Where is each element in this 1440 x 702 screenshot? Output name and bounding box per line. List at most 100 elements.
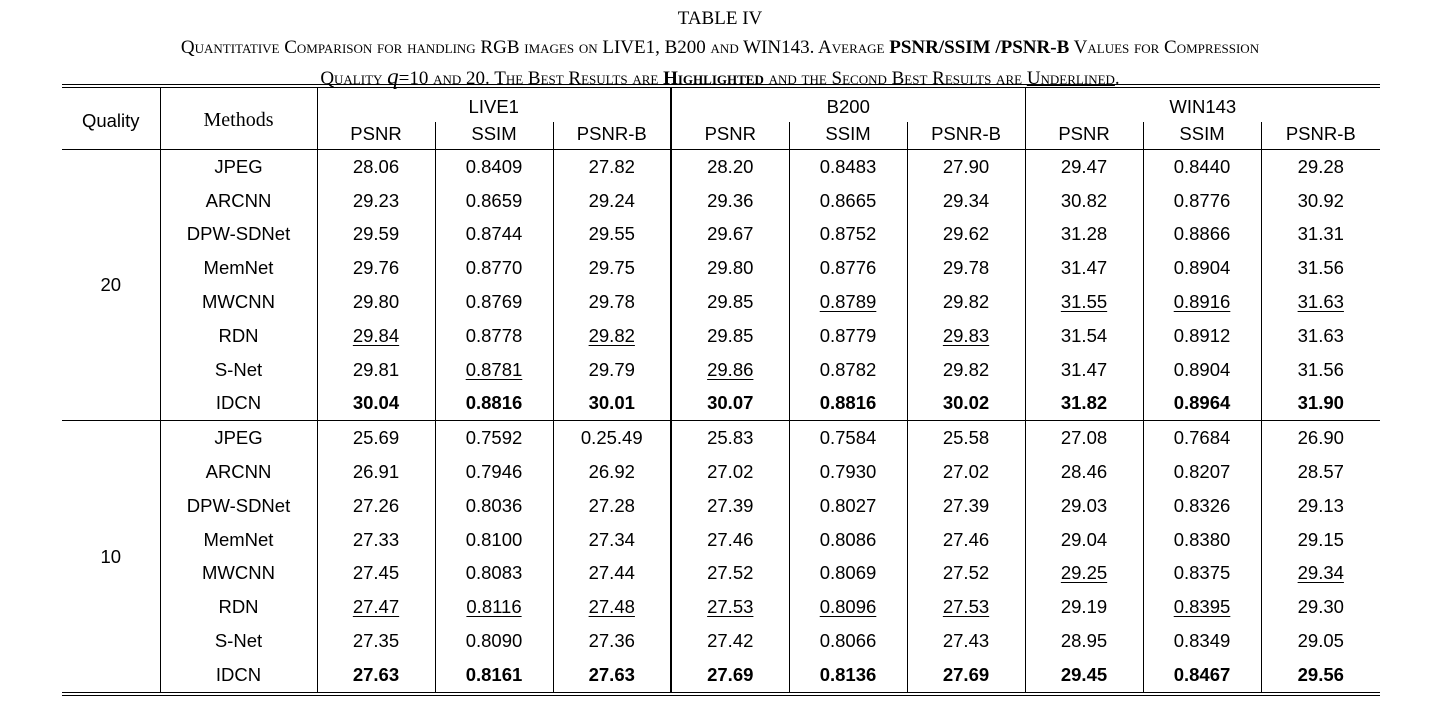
value-cell: 29.34 bbox=[907, 183, 1026, 218]
table-row: MWCNN 27.45 0.8083 27.44 27.52 0.8069 27.52 29.… bbox=[62, 556, 1380, 591]
value-text: 29.36 bbox=[707, 189, 754, 211]
value-cell: 27.53 bbox=[907, 590, 1026, 625]
value-text: 0.7946 bbox=[465, 461, 523, 483]
value-cell: 30.01 bbox=[553, 386, 673, 422]
value-cell: 27.90 bbox=[907, 149, 1026, 184]
value-text: 29.05 bbox=[1297, 630, 1344, 652]
value-text: 0.7930 bbox=[819, 461, 877, 483]
value-cell: 0.8349 bbox=[1143, 624, 1262, 658]
value-cell: 27.02 bbox=[671, 455, 790, 489]
value-text: 29.82 bbox=[588, 324, 635, 346]
value-cell: 29.13 bbox=[1261, 489, 1380, 523]
table-row: S-Net 27.35 0.8090 27.36 27.42 0.8066 27.43 28.… bbox=[62, 624, 1380, 658]
header-metric-psnrb: PSNR-B bbox=[1261, 122, 1381, 150]
value-text: 0.8779 bbox=[819, 324, 877, 346]
value-text: 29.23 bbox=[352, 189, 400, 211]
value-cell: 31.47 bbox=[1025, 251, 1144, 286]
quality-group-10: 10 JPEG 25.69 0.7592 0.25.49 25.83 0.7584 25.58… bbox=[62, 420, 1381, 696]
value-text: 0.8769 bbox=[465, 291, 523, 313]
value-text: 27.43 bbox=[942, 630, 990, 652]
header-metric-psnr: PSNR bbox=[671, 122, 790, 150]
value-text: 31.55 bbox=[1060, 291, 1108, 313]
value-cell: 29.82 bbox=[553, 318, 673, 353]
value-cell: 0.8100 bbox=[435, 522, 554, 557]
table-row: MWCNN 29.80 0.8769 29.78 29.85 0.8789 29.82 31.… bbox=[62, 285, 1380, 319]
value-text: 31.56 bbox=[1297, 257, 1344, 279]
value-cell: 0.8781 bbox=[435, 352, 554, 387]
value-text: 29.34 bbox=[942, 189, 990, 211]
value-cell: 29.83 bbox=[907, 318, 1026, 353]
value-cell: 27.02 bbox=[907, 455, 1026, 489]
value-text: 27.48 bbox=[588, 596, 635, 618]
value-cell: 0.8036 bbox=[435, 488, 554, 523]
value-text: 27.39 bbox=[942, 494, 990, 516]
value-text: 0.8904 bbox=[1173, 257, 1231, 279]
value-cell: 0.7946 bbox=[435, 455, 554, 489]
method-cell: DPW-SDNet bbox=[160, 217, 318, 252]
value-text: 27.02 bbox=[707, 461, 754, 483]
value-text: 27.47 bbox=[352, 596, 400, 618]
value-cell: 27.47 bbox=[317, 590, 436, 625]
header-metric-ssim: SSIM bbox=[1143, 122, 1262, 150]
value-text: 0.25.49 bbox=[580, 427, 643, 449]
value-cell: 27.43 bbox=[907, 624, 1026, 658]
value-text: 0.8778 bbox=[465, 324, 523, 346]
quality-cell: 10 bbox=[62, 420, 161, 696]
table-row: MemNet 29.76 0.8770 29.75 29.80 0.8776 29.78 31… bbox=[62, 251, 1380, 286]
method-cell: MWCNN bbox=[160, 556, 318, 591]
value-text: 0.8781 bbox=[465, 358, 523, 380]
value-text: 0.8866 bbox=[1173, 223, 1231, 245]
value-cell: 0.7584 bbox=[789, 420, 908, 456]
value-text: 27.53 bbox=[942, 596, 990, 618]
value-text: 0.8776 bbox=[1173, 189, 1231, 211]
value-text: 0.8440 bbox=[1173, 155, 1231, 177]
value-cell: 27.63 bbox=[553, 657, 673, 696]
value-text: 29.85 bbox=[707, 324, 754, 346]
value-text: 29.78 bbox=[588, 291, 635, 313]
table-row: 20 JPEG 28.06 0.8409 27.82 28.20 0.8483 27.90 29… bbox=[62, 149, 1380, 422]
value-cell: 29.03 bbox=[1025, 488, 1144, 523]
value-text: 30.92 bbox=[1297, 189, 1344, 211]
value-cell: 30.92 bbox=[1261, 184, 1380, 218]
value-text: 28.20 bbox=[707, 155, 754, 177]
value-cell: 31.90 bbox=[1261, 386, 1381, 422]
value-text: 0.8086 bbox=[819, 528, 877, 550]
value-cell: 0.8467 bbox=[1143, 657, 1262, 696]
value-text: 29.04 bbox=[1060, 528, 1108, 550]
value-cell: 27.42 bbox=[671, 624, 790, 658]
value-cell: 29.78 bbox=[553, 285, 673, 319]
value-cell: 30.07 bbox=[671, 386, 790, 422]
method-cell: S-Net bbox=[160, 624, 318, 658]
value-text: 0.8659 bbox=[465, 189, 523, 211]
value-cell: 29.30 bbox=[1261, 590, 1380, 624]
value-text: 0.8904 bbox=[1173, 358, 1231, 380]
value-cell: 27.36 bbox=[553, 624, 673, 658]
value-text: 29.25 bbox=[1060, 562, 1108, 584]
value-text: 0.8665 bbox=[819, 189, 877, 211]
value-text: 30.01 bbox=[588, 392, 635, 414]
value-cell: 27.52 bbox=[671, 556, 790, 591]
value-text: 0.8395 bbox=[1173, 596, 1231, 618]
value-cell: 28.06 bbox=[317, 149, 436, 184]
value-text: 27.52 bbox=[942, 562, 990, 584]
value-cell: 0.8375 bbox=[1143, 556, 1262, 591]
value-text: 29.55 bbox=[588, 223, 635, 245]
value-text: 0.7592 bbox=[465, 427, 523, 449]
value-cell: 27.28 bbox=[553, 488, 673, 523]
value-cell: 27.33 bbox=[317, 522, 436, 557]
value-text: 29.78 bbox=[942, 257, 990, 279]
header-metric-psnr: PSNR bbox=[317, 122, 436, 150]
value-cell: 0.8816 bbox=[789, 386, 908, 422]
value-cell: 26.90 bbox=[1261, 421, 1380, 455]
value-text: 0.8090 bbox=[465, 630, 523, 652]
value-cell: 27.48 bbox=[553, 590, 673, 625]
value-cell: 0.8744 bbox=[435, 217, 554, 252]
value-text: 31.54 bbox=[1060, 324, 1108, 346]
method-cell: ARCNN bbox=[160, 183, 318, 218]
method-cell: IDCN bbox=[160, 657, 318, 696]
header-metric-psnr: PSNR bbox=[1025, 122, 1144, 150]
value-cell: 30.04 bbox=[317, 386, 436, 422]
value-text: 27.69 bbox=[707, 663, 754, 685]
value-text: 31.63 bbox=[1297, 291, 1344, 313]
value-cell: 0.8207 bbox=[1143, 455, 1262, 489]
